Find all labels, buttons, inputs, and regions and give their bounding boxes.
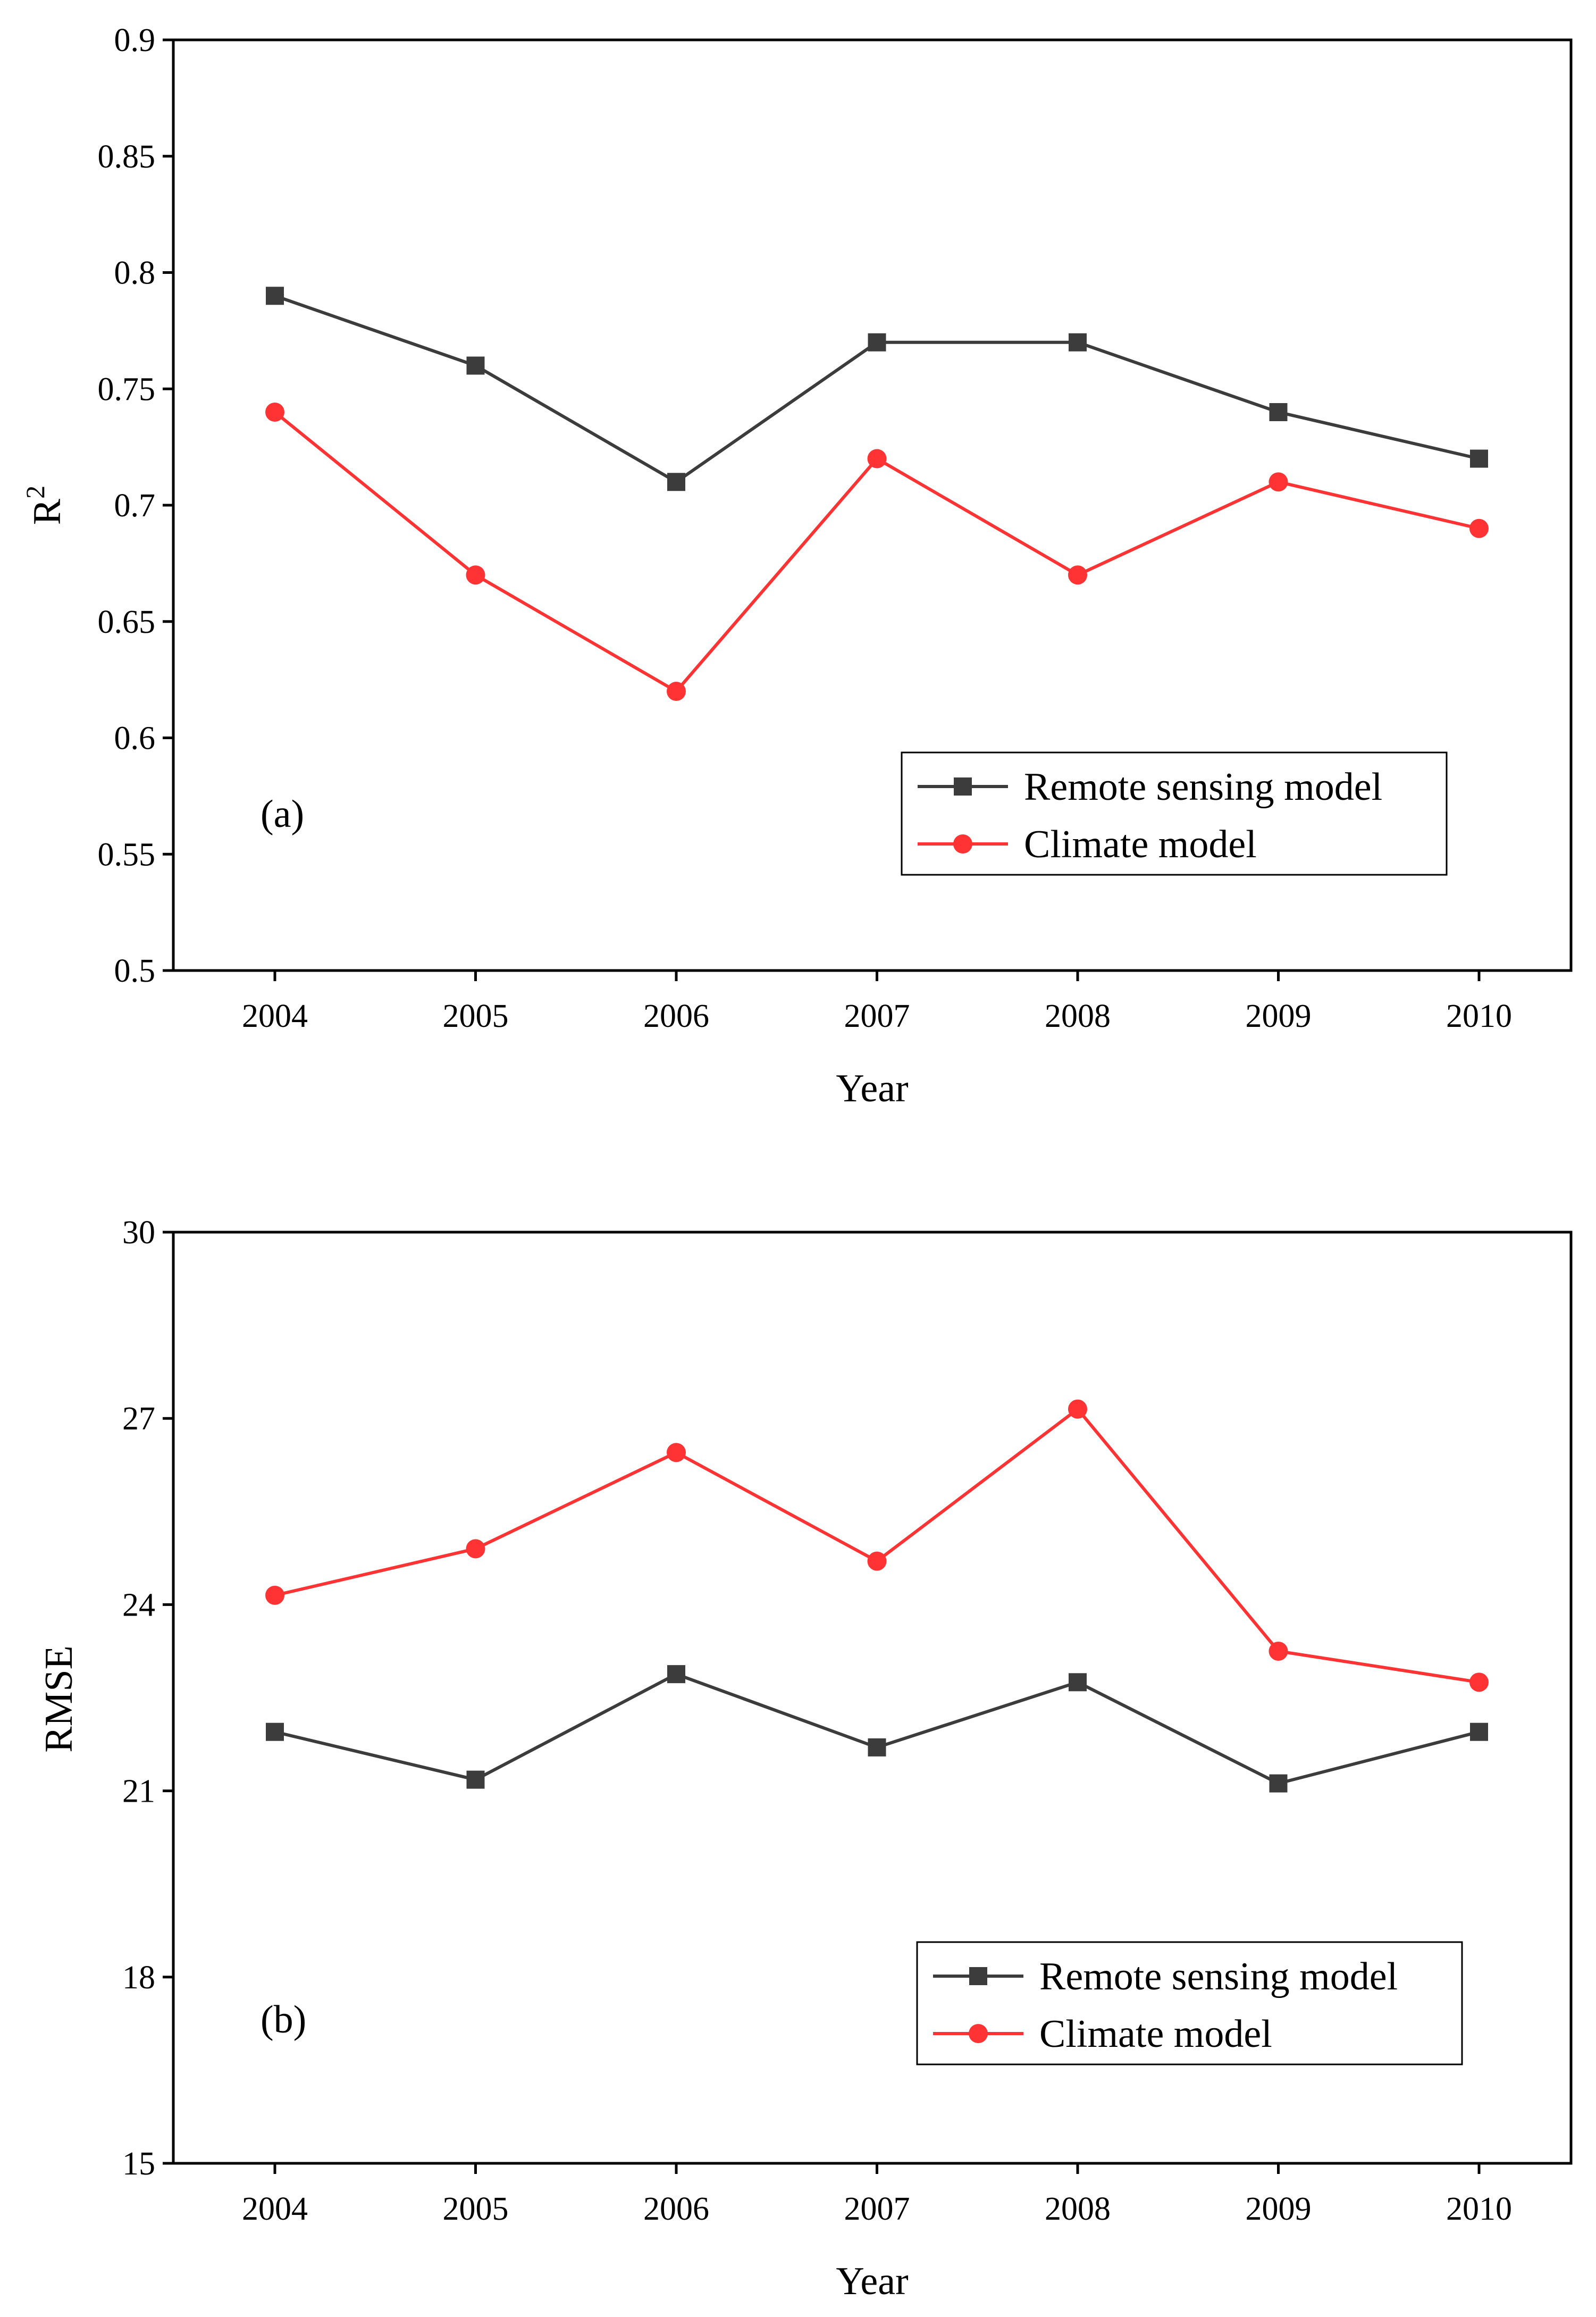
climate-point: [667, 1443, 686, 1462]
x-tick-label: 2005: [443, 2191, 509, 2227]
y-tick-label: 24: [122, 1587, 155, 1623]
y-tick-label: 0.65: [98, 604, 156, 640]
panel-label: (a): [261, 792, 304, 836]
remote-sensing-point: [868, 333, 886, 352]
x-tick-label: 2007: [844, 2191, 910, 2227]
legend-marker-remote-sensing: [954, 777, 972, 796]
chart-panel-a: 0.5 0.55 0.6 0.65 0.7 0.75 0.8 0.85 0.9 2004 2005 2…: [20, 22, 1573, 1110]
x-tick-label: 2005: [443, 998, 509, 1034]
remote-sensing-point: [1069, 333, 1087, 352]
y-axis-title: R2: [20, 486, 69, 525]
x-tick-label: 2010: [1446, 998, 1512, 1034]
remote-sensing-point: [1470, 1722, 1488, 1741]
x-tick-label: 2010: [1446, 2191, 1512, 2227]
legend-label-remote-sensing: Remote sensing model: [1024, 765, 1382, 809]
remote-sensing-point: [1269, 403, 1288, 421]
legend-marker-climate: [953, 834, 972, 854]
y-tick-label: 0.75: [98, 371, 156, 407]
remote-sensing-point: [466, 356, 485, 375]
panel-label: (b): [261, 1998, 306, 2042]
chart-panel-b: 15 18 21 24 27 30 2004 2005 2006 2007 2008 2009 2010…: [37, 1215, 1573, 2303]
climate-point: [1068, 1399, 1087, 1419]
x-tick-label: 2009: [1246, 2191, 1312, 2227]
legend-label-climate: Climate model: [1024, 823, 1257, 866]
y-tick-label: 0.7: [114, 488, 156, 524]
x-tick-label: 2008: [1045, 2191, 1111, 2227]
x-tick-label: 2004: [242, 998, 308, 1034]
legend-label-climate: Climate model: [1039, 2012, 1272, 2056]
legend-marker-remote-sensing: [969, 1967, 987, 1985]
legend: Remote sensing model Climate model: [916, 1941, 1463, 2065]
legend-marker-climate: [969, 2024, 988, 2043]
climate-point: [1469, 1672, 1489, 1692]
y-tick-label: 18: [122, 1960, 155, 1996]
climate-point: [1269, 472, 1288, 492]
remote-sensing-point: [266, 1722, 284, 1741]
legend-box: [916, 1941, 1463, 2065]
y-tick-label: 27: [122, 1401, 155, 1437]
y-tick-label: 30: [122, 1215, 155, 1251]
y-tick-label: 0.8: [114, 255, 156, 291]
legend-label-remote-sensing: Remote sensing model: [1039, 1955, 1398, 1998]
y-tick-label: 0.6: [114, 721, 156, 757]
x-tick-label: 2009: [1246, 998, 1312, 1034]
remote-sensing-point: [868, 1738, 886, 1756]
climate-point: [867, 1551, 887, 1571]
plot-frame: [172, 1231, 1573, 2165]
climate-point: [1269, 1641, 1288, 1661]
y-axis-title: RMSE: [37, 1645, 81, 1753]
remote-sensing-point: [266, 287, 284, 305]
x-tick-label: 2006: [643, 2191, 709, 2227]
remote-sensing-point: [667, 473, 685, 491]
legend: Remote sensing model Climate model: [901, 751, 1448, 876]
remote-sensing-point: [1470, 449, 1488, 468]
climate-series-line: [274, 1407, 1480, 1684]
climate-point: [265, 403, 284, 422]
climate-point: [1068, 565, 1087, 585]
remote-sensing-series-line: [274, 1672, 1480, 1785]
y-tick-label: 0.5: [114, 953, 156, 989]
remote-sensing-point: [667, 1665, 685, 1684]
remote-sensing-point: [466, 1770, 485, 1789]
remote-sensing-point: [1069, 1673, 1087, 1692]
x-axis-title: Year: [836, 2260, 908, 2303]
y-tick-label: 0.55: [98, 837, 156, 873]
y-tick-label: 15: [122, 2146, 155, 2182]
y-tick-label: 21: [122, 1774, 155, 1810]
x-tick-label: 2008: [1045, 998, 1111, 1034]
climate-point: [667, 682, 686, 701]
x-tick-label: 2006: [643, 998, 709, 1034]
climate-point: [1469, 518, 1489, 538]
y-tick-label: 0.85: [98, 139, 156, 175]
y-axis-title-superscript: 2: [20, 486, 50, 499]
x-tick-label: 2004: [242, 2191, 308, 2227]
x-tick-label: 2007: [844, 998, 910, 1034]
x-axis-title: Year: [836, 1067, 908, 1110]
climate-point: [466, 565, 485, 585]
remote-sensing-point: [1269, 1774, 1288, 1793]
climate-point: [265, 1585, 284, 1605]
y-tick-label: 0.9: [114, 22, 156, 58]
legend-box: [901, 751, 1448, 876]
climate-point: [867, 449, 887, 469]
climate-point: [466, 1539, 485, 1559]
